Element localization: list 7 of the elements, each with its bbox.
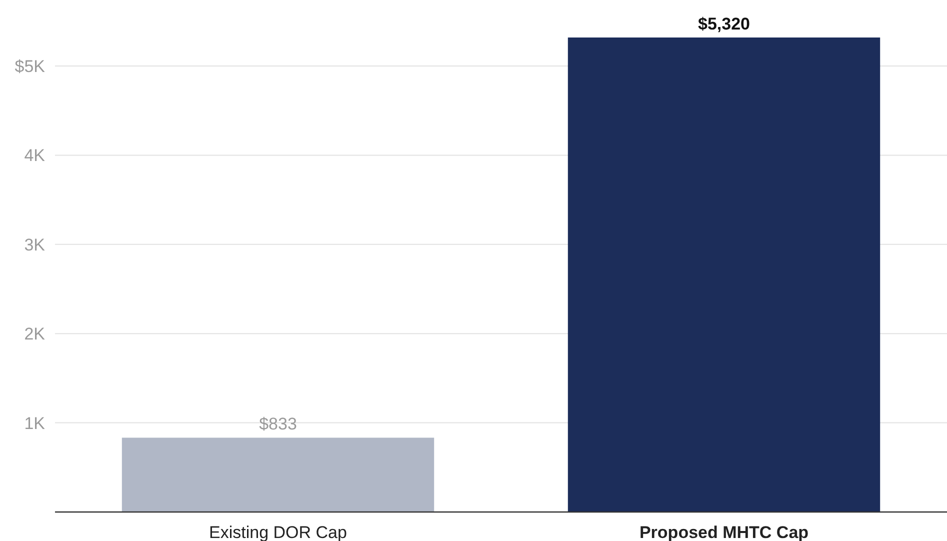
y-tick-label: $5K: [14, 56, 46, 76]
data-label: $5,320: [698, 14, 750, 34]
y-tick-label: 2K: [24, 324, 46, 344]
y-tick-label: 4K: [24, 146, 46, 166]
y-tick-label: 1K: [24, 414, 46, 433]
data-label: $833: [259, 414, 297, 434]
y-tick-label: 3K: [24, 235, 46, 254]
